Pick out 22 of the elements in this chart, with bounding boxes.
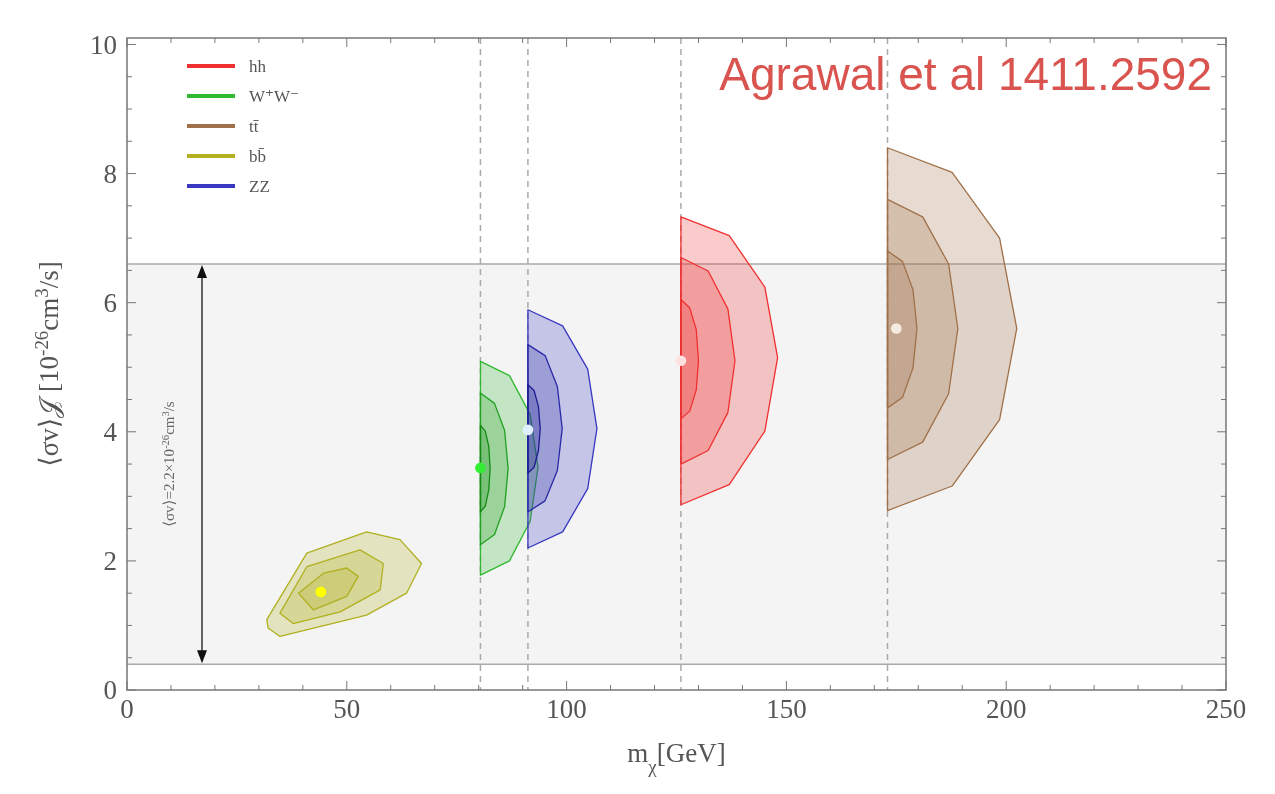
legend-label: hh [249,56,267,76]
y-tick-label: 4 [103,417,118,448]
x-tick-label: 50 [333,694,361,724]
point [522,424,534,436]
point [475,462,486,474]
annotation: Agrawal et al 1411.2592 [719,48,1212,100]
point [890,323,902,334]
legend-label: tt̄ [249,116,259,136]
point [675,355,687,367]
y-tick-label: 8 [103,159,117,190]
x-tick-label: 250 [1205,694,1247,724]
legend-label: ZZ [249,176,270,196]
x-tick-label: 150 [766,694,807,724]
point [315,586,327,598]
y-tick-label: 6 [103,288,117,319]
x-tick-label: 200 [985,694,1027,724]
x-tick-label: 100 [546,694,587,724]
legend-label: W⁺W⁻ [249,86,300,106]
legend-label: bb̄ [249,146,266,166]
y-tick-label: 2 [103,546,117,577]
x-axis-title: m$_{χ}$[GeV] [627,738,726,777]
y-tick-label: 10 [90,29,117,60]
